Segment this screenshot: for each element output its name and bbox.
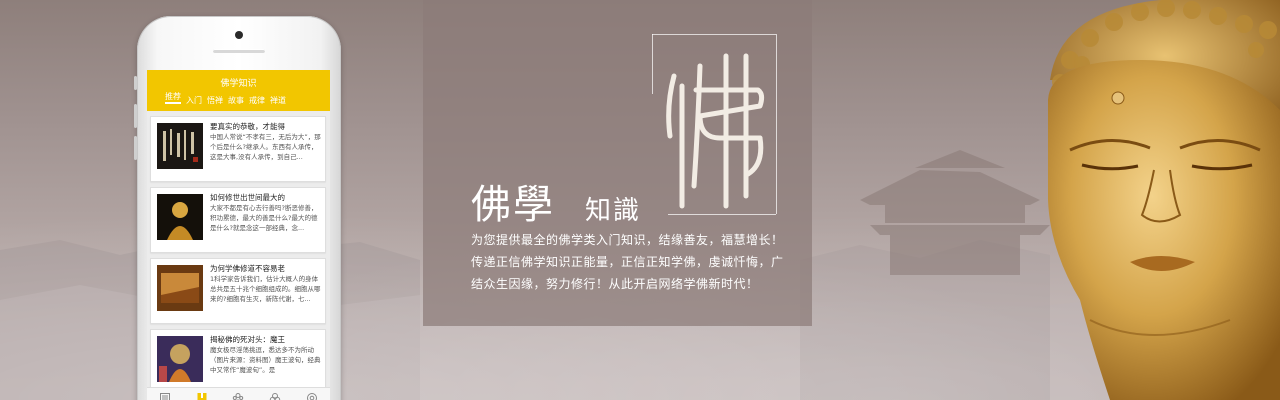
people-icon [233,393,244,400]
tab-zen[interactable]: 悟禅 [207,96,223,105]
tab-stories[interactable]: 故事 [228,96,244,105]
frame-line [652,34,653,94]
article-excerpt: 魔女极尽淫荡挑逗，悉达多不为所动（图片来源：资料图）魔王波旬，经典中又常作“魔波… [210,346,321,374]
tabbar-tools[interactable]: 工具 [293,388,330,400]
tabbar-knowledge[interactable]: 知识 [184,388,221,400]
book-icon [197,393,207,400]
tabbar-fate[interactable]: 佛缘 [257,388,294,400]
article-title: 要真实的恭敬，才能得 [210,122,285,131]
app-header: 佛学知识 推荐 入门 悟禅 故事 戒律 禅道 [147,70,330,111]
article-thumbnail [157,265,203,311]
phone-camera [235,31,243,39]
article-thumbnail [157,194,203,240]
panel-title-main: 佛學 [471,182,555,228]
list-item[interactable]: 要真实的恭敬，才能得 中国人常说“不孝有三，无后为大”，那个后是什么?继承人。东… [150,116,326,182]
tab-recommend[interactable]: 推荐 [165,92,181,104]
app-title: 佛学知识 [220,79,257,89]
rings-icon [269,393,281,400]
frame-line [652,34,776,35]
list-item[interactable]: 揭秘佛的死对头：魔王 魔女极尽淫荡挑逗，悉达多不为所动（图片来源：资料图）魔王波… [150,329,326,395]
panel-description: 为您提供最全的佛学类入门知识，结缘善友，福慧增长！传递正信佛学知识正能量，正信正… [471,233,784,291]
category-tabs: 推荐 入门 悟禅 故事 戒律 禅道 [147,92,330,108]
tab-precepts[interactable]: 戒律 [249,96,265,105]
article-thumbnail [157,336,203,382]
gear-icon [306,393,317,400]
phone-volume-up [134,104,137,128]
buddha-calligraphy-logo [666,53,765,209]
tabbar-news[interactable]: 新闻 [147,388,184,400]
phone-volume-down [134,136,137,160]
article-excerpt: 中国人常说“不孝有三，无后为大”，那个后是什么?继承人。东西有人承传，这是大事,… [210,133,321,161]
list-item[interactable]: 为何学佛修道不容易老 1科学家告诉我们，估计大概人的身体总共是五十兆个细胞组成的… [150,258,326,324]
tab-zen-way[interactable]: 禅道 [270,96,286,105]
article-title: 为何学佛修道不容易老 [210,264,285,273]
news-icon [160,393,171,400]
phone-side-button [134,76,137,90]
article-title: 揭秘佛的死对头：魔王 [210,335,285,344]
panel-title-sub: 知識 [585,196,642,226]
buddha-statue [1048,0,1280,400]
list-item[interactable]: 如何修世出世间最大的 大家不都是有心去行善吗?断恶修善，积功累德，最大的善是什么… [150,187,326,253]
tabbar-ask[interactable]: 问佛 [220,388,257,400]
article-title: 如何修世出世间最大的 [210,193,285,202]
frame-line [668,214,776,215]
article-thumbnail [157,123,203,169]
article-excerpt: 大家不都是有心去行善吗?断恶修善，积功累德，最大的善是什么?最大的德是什么?就是… [210,204,318,232]
article-list: 要真实的恭敬，才能得 中国人常说“不孝有三，无后为大”，那个后是什么?继承人。东… [150,116,326,400]
phone-speaker [213,49,265,53]
frame-line [776,34,777,214]
article-excerpt: 1科学家告诉我们，估计大概人的身体总共是五十兆个细胞组成的。细胞从哪来的?细胞有… [210,275,321,303]
bottom-tab-bar: 新闻 知识 问佛 佛缘 工具 [147,387,330,400]
phone-screen: 佛学知识 推荐 入门 悟禅 故事 戒律 禅道 要真实的 [147,70,330,400]
phone-mockup: 佛学知识 推荐 入门 悟禅 故事 戒律 禅道 要真实的 [134,16,341,400]
tab-intro[interactable]: 入门 [186,96,202,105]
